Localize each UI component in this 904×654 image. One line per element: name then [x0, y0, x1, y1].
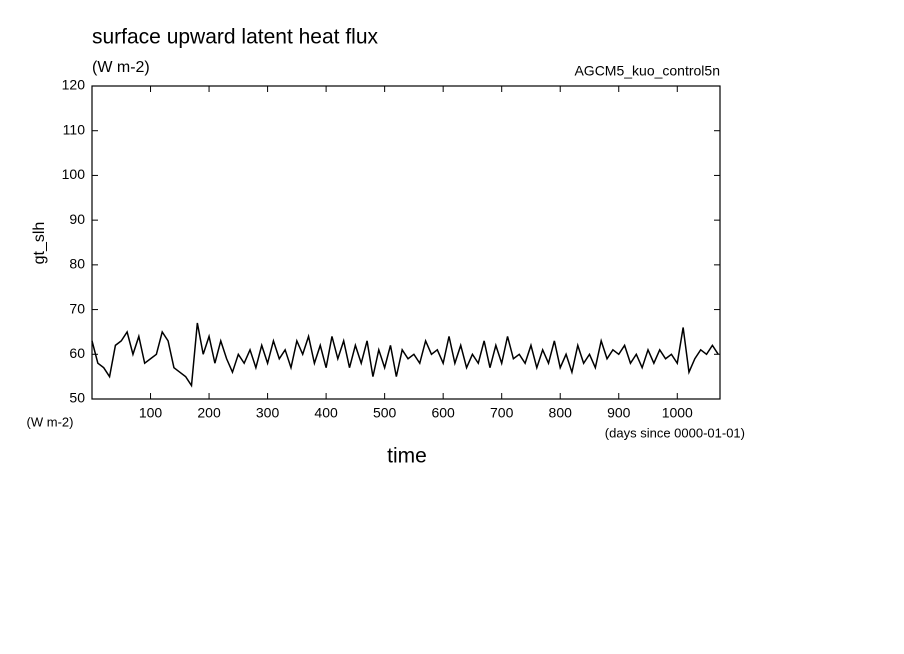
y-tick-label: 50: [69, 390, 85, 406]
x-tick-label: 300: [256, 405, 280, 421]
x-tick-label: 200: [197, 405, 221, 421]
y-tick-label: 60: [69, 345, 85, 361]
plot-frame: [91, 85, 721, 400]
y-tick-label: 90: [69, 211, 85, 227]
y-axis-label: gt_slh: [31, 222, 48, 265]
x-tick-label: 900: [607, 405, 631, 421]
y-tick-label: 100: [62, 166, 86, 182]
y-tick-label: 70: [69, 300, 85, 316]
y-tick-label: 80: [69, 256, 85, 272]
y-tick-label: 110: [63, 121, 86, 137]
x-tick-label: 100: [139, 405, 163, 421]
x-tick-label: 600: [431, 405, 455, 421]
x-tick-label: 400: [314, 405, 338, 421]
x-tick-label: 500: [373, 405, 397, 421]
x-axis-label: time: [387, 445, 427, 468]
x-tick-label: 700: [490, 405, 514, 421]
chart-subtitle: (W m-2): [92, 59, 150, 76]
x-tick-label: 800: [549, 405, 573, 421]
chart-title: surface upward latent heat flux: [92, 26, 379, 49]
x-tick-label: 1000: [662, 405, 693, 421]
y-unit: (W m-2): [27, 414, 74, 429]
y-tick-label: 120: [62, 77, 86, 93]
data-line: [91, 322, 719, 388]
x-unit: (days since 0000-01-01): [605, 425, 745, 440]
annotation: AGCM5_kuo_control5n: [574, 63, 720, 79]
